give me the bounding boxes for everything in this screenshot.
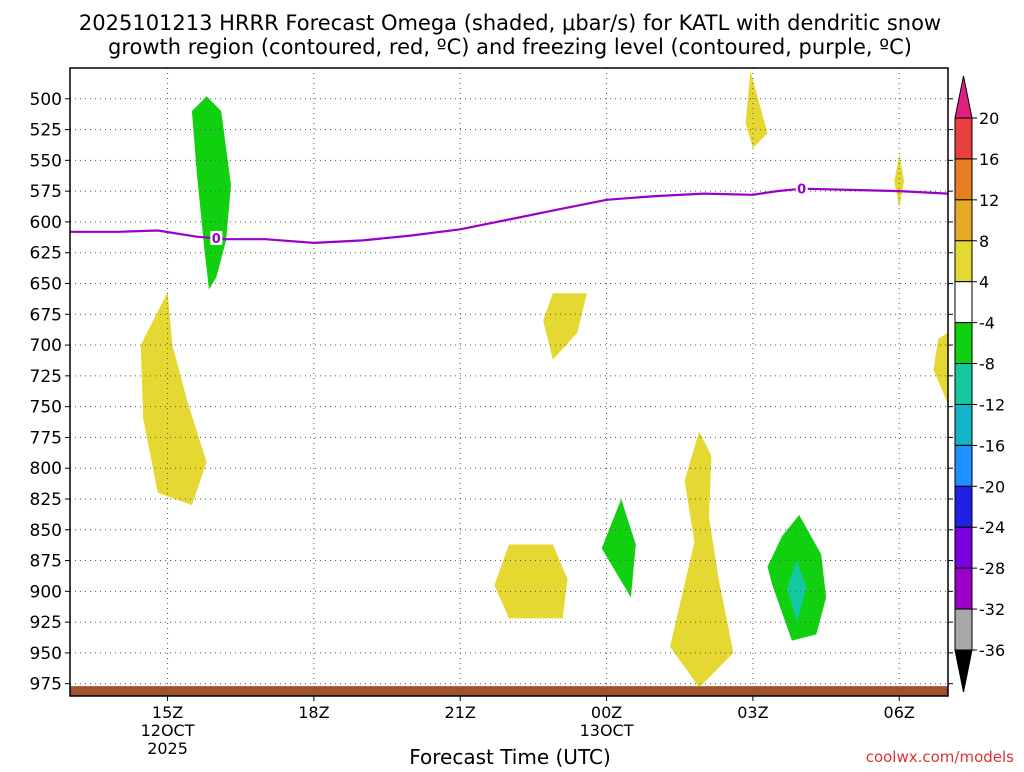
colorbar-bottom-triangle [954,649,973,693]
colorbar-bin [954,608,973,651]
y-tick-label: 550 [30,151,62,171]
x-tick-sublabel: 13OCT [580,721,634,740]
colorbar-label: -20 [979,477,1005,496]
omega-region-yellow-far-right [894,154,905,208]
y-tick-label: 525 [30,121,62,141]
y-tick-label: 650 [30,274,62,294]
colorbar-label: -8 [979,355,995,374]
colorbar-bin [954,485,973,528]
colorbar-label: -12 [979,395,1005,414]
colorbar-label: 12 [979,191,999,210]
freezing-level-label: 0 [212,232,221,247]
plot-area: 0050052555057560062565067570072575077580… [30,67,953,758]
colorbar-top-triangle [954,75,973,119]
y-tick-label: 750 [30,398,62,418]
omega-region-yellow-right-edge [933,332,948,405]
plot-frame [69,67,949,697]
x-tick-sublabel: 12OCT [141,721,195,740]
colorbar-bin [954,526,973,569]
y-tick-label: 975 [30,675,62,695]
y-tick-label: 925 [30,613,62,633]
chart-title-line1: 2025101213 HRRR Forecast Omega (shaded, … [79,11,941,35]
y-tick-label: 900 [30,582,62,602]
colorbar-bin [954,240,973,283]
y-tick-label: 850 [30,521,62,541]
omega-region-yellow-upper-right [745,70,768,148]
colorbar-label: -36 [979,641,1005,660]
surface-strip [70,686,948,696]
freezing-level-label: 0 [797,183,806,198]
y-tick-label: 725 [30,367,62,387]
colorbar-label: -4 [979,314,995,333]
colorbar-label: 8 [979,232,989,251]
colorbar-bin [954,403,973,446]
colorbar-label: 16 [979,150,999,169]
y-tick-label: 575 [30,182,62,202]
y-tick-label: 675 [30,305,62,325]
x-tick-sublabel2: 2025 [147,739,188,758]
omega-region-green-lower-1 [601,499,636,598]
y-tick-label: 875 [30,552,62,572]
omega-region-green-upper [191,96,231,290]
colorbar: 20 16 12 8 4 -4 -8 -12 -16 -20 -24 -28 -32 -36 [954,75,1005,693]
omega-region-yellow-lower-right [670,431,734,688]
colorbar-bin [954,322,973,365]
colorbar-bin [954,199,973,242]
y-tick-label: 600 [30,213,62,233]
colorbar-label: -16 [979,436,1005,455]
colorbar-label: -28 [979,559,1005,578]
freezing-label-bg [795,181,808,196]
y-tick-label: 825 [30,490,62,510]
colorbar-label: 4 [979,273,989,292]
colorbar-bin [954,444,973,487]
colorbar-label: -32 [979,600,1005,619]
x-tick-label: 06Z [884,703,915,722]
colorbar-bin [954,281,973,324]
plot-clip-group: 00 [70,68,948,696]
x-tick-label: 18Z [298,703,329,722]
colorbar-bin [954,567,973,610]
x-tick-label: 03Z [737,703,768,722]
watermark: coolwx.com/models [866,748,1014,766]
colorbar-bin [954,158,973,201]
colorbar-bin [954,117,973,160]
colorbar-bin [954,363,973,405]
colorbar-label: -24 [979,518,1005,537]
freezing-level-line [70,187,948,245]
y-tick-label: 625 [30,244,62,264]
x-tick-label: 00Z [591,703,622,722]
x-tick-label: 15Z [152,703,183,722]
omega-region-teal-core [787,560,807,623]
freezing-label-bg [210,230,223,245]
x-axis-label: Forecast Time (UTC) [409,745,611,768]
y-tick-label: 700 [30,336,62,356]
omega-region-yellow-mid [543,293,587,360]
colorbar-label: 20 [979,109,999,128]
chart-title-line2: growth region (contoured, red, ºC) and f… [108,35,912,59]
y-tick-label: 800 [30,459,62,479]
x-tick-label: 21Z [445,703,476,722]
y-tick-label: 775 [30,428,62,448]
y-tick-label: 500 [30,90,62,110]
y-tick-label: 950 [30,644,62,664]
omega-region-yellow-left [140,292,207,506]
omega-region-yellow-lower-left [494,544,568,619]
